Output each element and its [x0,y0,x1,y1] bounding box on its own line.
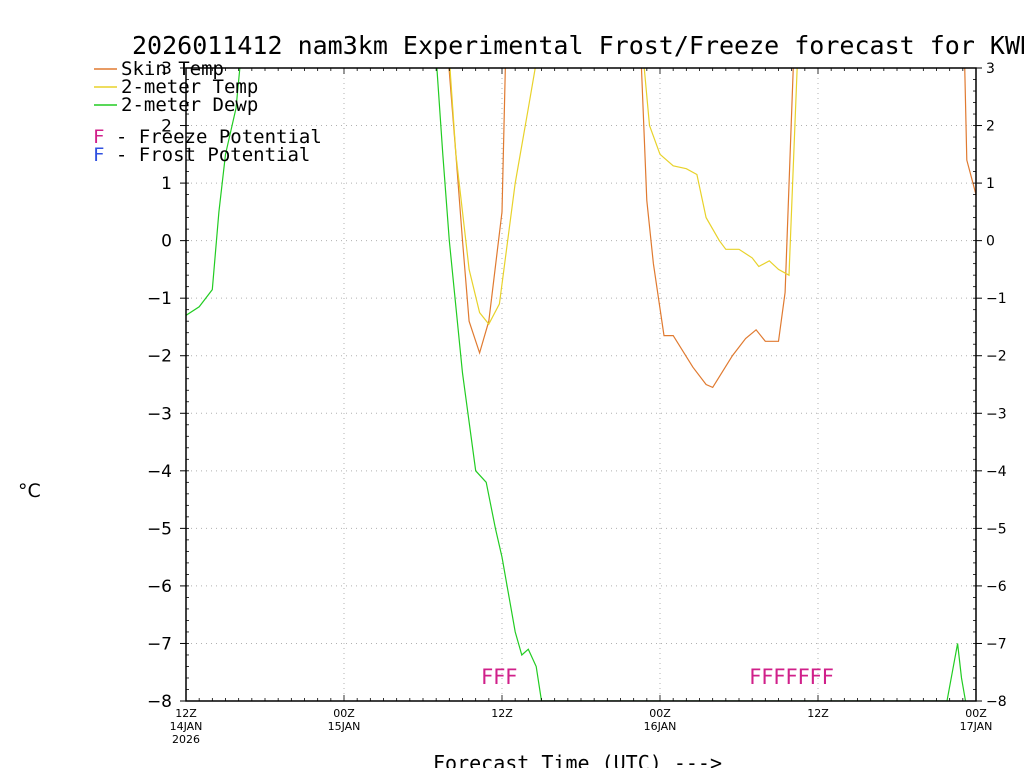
y-tick-label-right: −8 [986,694,1007,710]
y-tick-label: −4 [147,462,172,482]
y-tick-label: 2 [161,117,172,137]
y-tick-label: −1 [147,289,172,309]
potential-legend-label: - Freeze Potential [104,126,321,148]
y-tick-label: 0 [161,232,172,252]
legend-label: 2-meter Temp [121,76,258,98]
legend-label: Skin Temp [121,58,224,80]
x-tick-date: 17JAN [960,720,993,733]
y-tick-label-right: 3 [986,61,995,77]
potential-legend-letter: F [93,126,104,148]
y-tick-label-right: −7 [986,636,1007,652]
x-tick-date: 15JAN [328,720,361,733]
y-tick-label-right: −4 [986,464,1007,480]
x-tick-label: 12Z [175,707,197,720]
x-axis-label: Forecast Time (UTC) ---> [433,751,722,768]
x-tick-date: 14JAN [170,720,203,733]
potential-legend-label: - Frost Potential [104,144,310,166]
x-tick-label: 00Z [965,707,987,720]
y-tick-label-right: 1 [986,176,995,192]
y-tick-label-right: −2 [986,349,1007,365]
potential-legend-entry: F - Freeze Potential [93,126,322,148]
x-tick-label: 00Z [649,707,671,720]
series-lines [186,68,976,701]
y-tick-label-right: 0 [986,234,995,250]
potential-legend-entry: F - Frost Potential [93,144,310,166]
x-tick-year: 2026 [172,733,200,746]
y-tick-label-right: −6 [986,579,1007,595]
series-line-2-meter-dewp [186,68,967,701]
chart-title: 2026011412 nam3km Experimental Frost/Fre… [132,31,1024,60]
y-tick-label: −3 [147,404,172,424]
y-axis-label: °C [18,480,41,502]
y-tick-label-right: −1 [986,291,1007,307]
y-tick-label-right: −5 [986,521,1007,537]
x-tick-label: 00Z [333,707,355,720]
potential-flags: FFF FFFFFFF [481,665,834,689]
x-tick-date: 16JAN [644,720,677,733]
y-axis-left: −8 −7 −6 −5 −4 −3 −2 −1 0 1 2 3 [147,59,189,712]
grid [186,68,976,701]
y-axis-right: −8 −7 −6 −5 −4 −3 −2 −1 0 1 2 3 [973,61,1007,710]
series-line-2-meter-temp [449,68,798,326]
y-tick-label: −7 [147,634,172,654]
y-tick-label: −5 [147,519,172,539]
x-tick-label: 12Z [491,707,513,720]
legend-label: 2-meter Dewp [121,94,258,116]
y-tick-label: −2 [147,347,172,367]
y-tick-label: 1 [161,174,172,194]
y-tick-label-right: −3 [986,406,1007,422]
y-tick-label-right: 2 [986,119,995,135]
freeze-potential-flags: FFF [481,665,517,689]
series-line-skin-temp [448,68,976,389]
freeze-potential-flags: FFFFFFF [749,665,834,689]
potential-legend-letter: F [93,144,104,166]
y-tick-label: 3 [161,59,172,79]
y-tick-label: −8 [147,692,172,712]
y-tick-label: −6 [147,577,172,597]
x-tick-label: 12Z [807,707,829,720]
